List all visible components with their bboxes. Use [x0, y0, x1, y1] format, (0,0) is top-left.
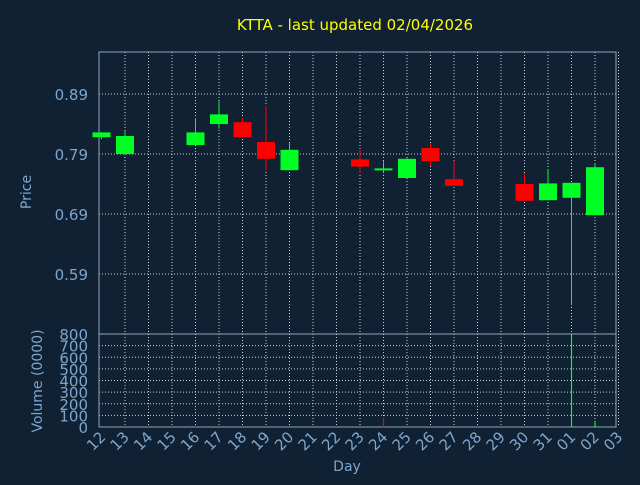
candle-30 [515, 173, 534, 201]
volume-tick-label: 600 [59, 349, 88, 367]
volume-tick-label: 700 [59, 338, 88, 356]
candle-26 [421, 143, 440, 166]
candle-body [233, 122, 252, 138]
price-y-ticks: 0.59 0.69 0.79 0.89 [55, 86, 88, 284]
candle-body [445, 179, 463, 186]
price-tick-label: 0.59 [55, 266, 88, 284]
price-axis-label: Price [19, 175, 35, 209]
candle-body [586, 167, 604, 216]
day-axis-label: Day [333, 459, 361, 475]
candle-19 [257, 106, 275, 171]
candle-body [421, 148, 440, 162]
candle-25 [398, 158, 416, 178]
candle-body [92, 132, 111, 138]
day-ticks: 1213141516171819202122232425262728293031… [83, 428, 626, 454]
candle-body [539, 183, 557, 201]
price-panel: 0.59 0.69 0.79 0.89 Price [19, 51, 619, 335]
candle-body [515, 184, 534, 201]
candle-27 [445, 160, 463, 186]
candle-20 [280, 143, 299, 171]
volume-tick-label: 400 [59, 373, 88, 391]
candle-body [257, 142, 275, 159]
volume-tick-label: 300 [59, 384, 88, 402]
candles [92, 101, 604, 306]
candle-17 [210, 101, 228, 129]
candle-body [210, 114, 228, 124]
candle-01 [562, 182, 581, 306]
candle-body [562, 182, 581, 198]
candle-body [116, 136, 134, 154]
volume-bars [288, 334, 596, 427]
candle-02 [586, 163, 604, 216]
price-tick-label: 0.69 [55, 206, 88, 224]
candle-31 [539, 169, 557, 201]
candle-24 [374, 161, 393, 174]
candle-body [186, 132, 205, 145]
candle-18 [233, 118, 252, 138]
candle-body [351, 159, 369, 167]
candle-12 [92, 132, 111, 139]
volume-plot-frame [98, 333, 617, 428]
volume-tick-label: 800 [59, 326, 88, 344]
volume-tick-label: 0 [78, 419, 88, 437]
candle-13 [116, 131, 134, 156]
candle-16 [186, 118, 205, 145]
candle-body [374, 168, 393, 171]
candle-body [280, 149, 299, 171]
chart-title: KTTA - last updated 02/04/2026 [237, 16, 473, 34]
volume-tick-label: 200 [59, 396, 88, 414]
volume-axis-label: Volume (0000) [30, 329, 46, 432]
price-tick-label: 0.89 [55, 86, 88, 104]
volume-tick-label: 500 [59, 361, 88, 379]
volume-tick-label: 100 [59, 407, 88, 425]
price-tick-label: 0.79 [55, 146, 88, 164]
candle-23 [351, 149, 369, 174]
candle-body [398, 158, 416, 178]
